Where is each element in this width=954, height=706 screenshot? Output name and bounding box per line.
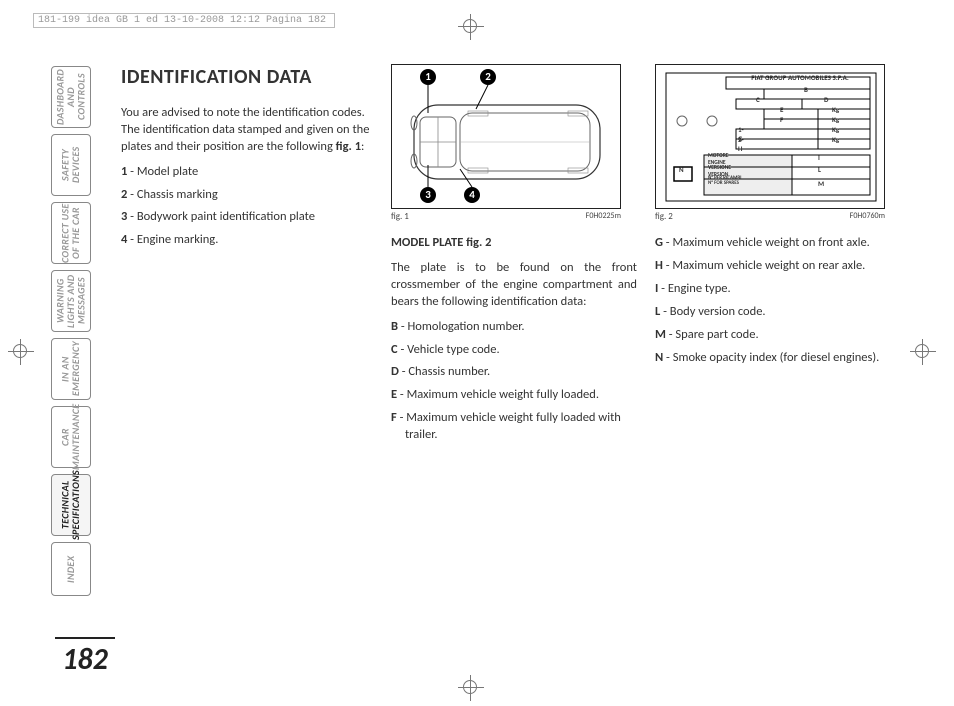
- figure-2-caption: fig. 2F0H0760m: [655, 211, 885, 223]
- content: IDENTIFICATION DATA You are advised to n…: [121, 64, 921, 450]
- column-3: FIAT GROUP AUTOMOBILES S.P.A. B C D E Kg…: [655, 64, 901, 372]
- nav-tab[interactable]: CAR MAINTENANCE: [51, 406, 91, 468]
- column-1: IDENTIFICATION DATA You are advised to n…: [121, 64, 373, 255]
- figure-1-caption: fig. 1F0H0225m: [391, 211, 621, 223]
- nav-tab[interactable]: INDEX: [51, 542, 91, 596]
- figure-1: 1 2 3 4: [391, 64, 621, 209]
- nav-tab[interactable]: TECHNICAL SPECIFICATIONS: [51, 474, 91, 536]
- list-item: N - Smoke opacity index (for diesel engi…: [655, 350, 901, 367]
- list-item: D - Chassis number.: [391, 364, 637, 381]
- list-item: F - Maximum vehicle weight fully loaded …: [391, 410, 637, 444]
- section-title: MODEL PLATE fig. 2: [391, 235, 637, 252]
- registration-mark-icon: [13, 344, 27, 358]
- side-tabs: DASHBOARD AND CONTROLS SAFETY DEVICES CORR…: [51, 66, 101, 602]
- page: 181-199 idea GB 1 ed 13-10-2008 12:12 Pa…: [25, 8, 930, 698]
- model-plate-icon: [664, 71, 878, 203]
- print-meta: 181-199 idea GB 1 ed 13-10-2008 12:12 Pa…: [33, 13, 335, 28]
- list-item: 3 - Bodywork paint identification plate: [121, 209, 373, 226]
- nav-tab[interactable]: DASHBOARD AND CONTROLS: [51, 66, 91, 128]
- page-number: 182: [55, 637, 115, 678]
- list-item: I - Engine type.: [655, 281, 901, 298]
- nav-tab[interactable]: SAFETY DEVICES: [51, 134, 91, 196]
- list-item: H - Maximum vehicle weight on rear axle.: [655, 258, 901, 275]
- list-item: G - Maximum vehicle weight on front axle…: [655, 235, 901, 252]
- registration-mark-icon: [463, 19, 477, 33]
- page-title: IDENTIFICATION DATA: [121, 64, 373, 91]
- list-item: L - Body version code.: [655, 304, 901, 321]
- column-2: 1 2 3 4 fig. 1F0H0225m MODEL PLATE fig. …: [391, 64, 637, 450]
- list-item: C - Vehicle type code.: [391, 342, 637, 359]
- list-item: 4 - Engine marking.: [121, 232, 373, 249]
- nav-tab[interactable]: IN AN EMERGENCY: [51, 338, 91, 400]
- registration-mark-icon: [463, 680, 477, 694]
- list-item: 1 - Model plate: [121, 164, 373, 181]
- list-item: E - Maximum vehicle weight fully loaded.: [391, 387, 637, 404]
- list-item: M - Spare part code.: [655, 327, 901, 344]
- list-item: 2 - Chassis marking: [121, 187, 373, 204]
- figure-2: FIAT GROUP AUTOMOBILES S.P.A. B C D E Kg…: [655, 64, 885, 209]
- nav-tab[interactable]: WARNING LIGHTS AND MESSAGES: [51, 270, 91, 332]
- callout-lines-icon: [392, 65, 622, 210]
- nav-tab[interactable]: CORRECT USE OF THE CAR: [51, 202, 91, 264]
- list-item: B - Homologation number.: [391, 319, 637, 336]
- section-intro: The plate is to be found on the front cr…: [391, 260, 637, 311]
- intro-text: You are advised to note the identificati…: [121, 105, 373, 156]
